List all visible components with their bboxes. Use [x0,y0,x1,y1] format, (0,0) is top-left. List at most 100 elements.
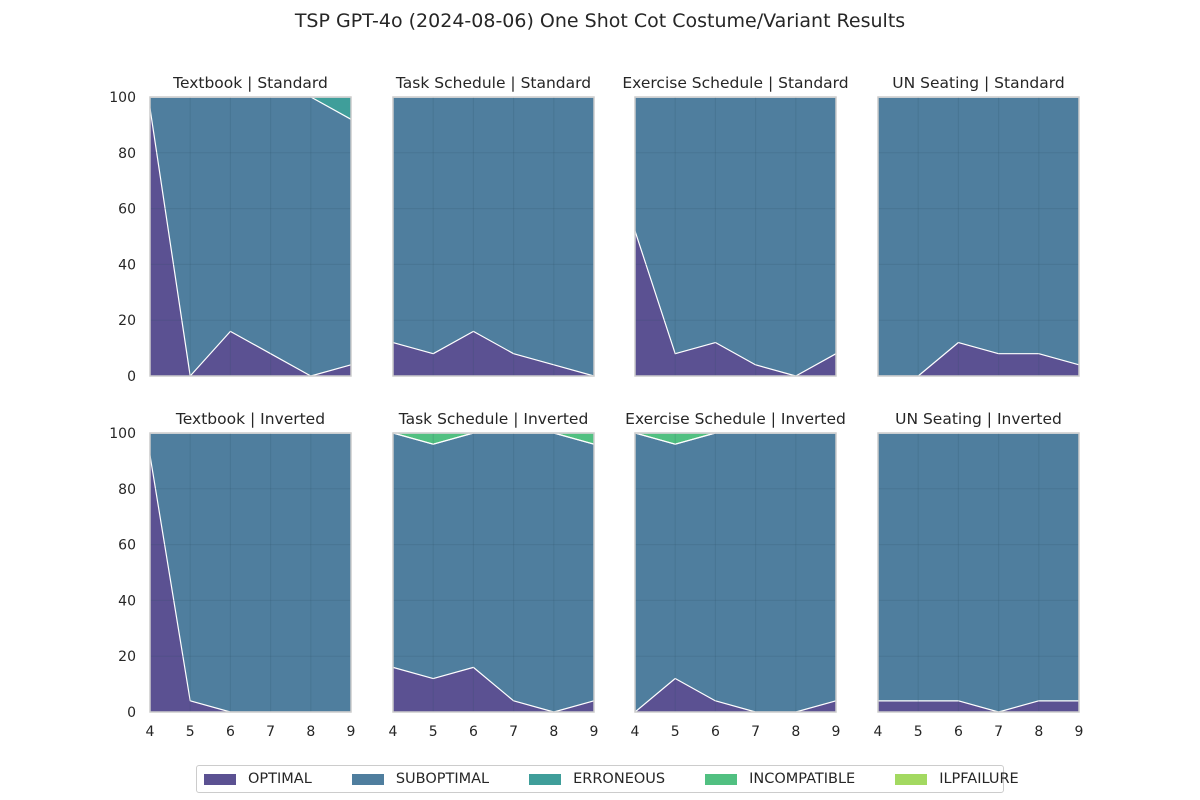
line-optimal [392,330,595,377]
panel-1: Task Schedule | Standard [392,74,595,377]
legend-label: OPTIMAL [248,771,312,787]
area-suboptimal [635,97,836,376]
x-tick-label: 8 [549,724,558,740]
figure-title: TSP GPT-4o (2024-08-06) One Shot Cot Cos… [294,10,906,32]
panel-7: UN Seating | Inverted 4 5 6 7 8 9 [874,410,1084,740]
y-tick-label: 60 [118,538,136,554]
panel-title: Exercise Schedule | Inverted [625,410,846,428]
area-optimal [878,342,1079,376]
panel-4: Textbook | Inverted 0 20 40 60 80 100 4 5 6 7 8 9 [109,410,355,740]
y-tick-label: 80 [118,146,136,162]
x-tick-label: 9 [1075,724,1084,740]
panel-5: Task Schedule | Inverted 4 5 6 7 8 9 [389,410,599,740]
x-tick-label: 7 [266,724,275,740]
panel-2: Exercise Schedule | Standard [622,74,849,377]
plot-frame [392,96,595,377]
x-tick-label: 5 [429,724,438,740]
y-tick-label: 20 [118,313,136,329]
y-tick-label: 0 [127,705,136,721]
area-optimal [150,455,351,712]
x-tick-label: 4 [146,724,155,740]
area-optimal [150,108,351,376]
legend: OPTIMAL SUBOPTIMAL ERRONEOUS INCOMPATIBLE IL… [196,765,1019,793]
line-optimal [634,230,837,377]
panel-title: Exercise Schedule | Standard [622,74,848,92]
y-tick-label: 60 [118,202,136,218]
legend-item-suboptimal: SUBOPTIMAL [351,771,490,787]
plot-frame [877,96,1080,377]
panel-title: Task Schedule | Standard [395,74,591,92]
x-tick-label: 7 [751,724,760,740]
panel-title: UN Seating | Standard [892,74,1064,92]
plot-frame [634,96,837,377]
x-tick-label: 7 [994,724,1003,740]
x-tick-label: 9 [347,724,356,740]
x-tick-label: 4 [631,724,640,740]
x-tick-label: 9 [590,724,599,740]
x-tick-label: 9 [832,724,841,740]
x-tick-label: 8 [1034,724,1043,740]
area-suboptimal [150,433,351,712]
panel-title: Task Schedule | Inverted [398,410,589,428]
panel-0: Textbook | Standard 0 20 40 60 80 100 [109,74,352,385]
plot-frame [149,432,352,713]
x-tick-label: 8 [306,724,315,740]
x-tick-label: 6 [711,724,720,740]
y-tick-label: 20 [118,649,136,665]
legend-item-ilpfailure: ILPFAILURE [895,771,1019,787]
x-tick-label: 4 [874,724,883,740]
plot-frame [877,432,1080,713]
panel-title: UN Seating | Inverted [895,410,1062,428]
panel-6: Exercise Schedule | Inverted 4 5 6 7 8 9 [625,410,846,740]
legend-swatch [529,773,562,785]
y-tick-label: 80 [118,482,136,498]
x-tick-label: 8 [791,724,800,740]
line-optimal [878,700,1079,713]
y-tick-label: 40 [118,593,136,609]
area-suboptimal [393,97,594,376]
line-optimal [634,677,837,713]
plot-frame [392,432,595,713]
y-tick-label: 40 [118,257,136,273]
area-optimal [635,678,836,712]
x-tick-label: 6 [954,724,963,740]
x-tick-label: 7 [509,724,518,740]
y-tick-label: 0 [127,369,136,385]
area-optimal [393,667,594,712]
y-tick-label: 100 [109,426,136,442]
legend-label: ERRONEOUS [573,771,666,787]
x-tick-label: 5 [671,724,680,740]
x-tick-label: 6 [469,724,478,740]
legend-swatch [351,773,384,785]
panel-title: Textbook | Inverted [175,410,325,428]
area-optimal [393,331,594,376]
line-optimal [149,108,352,377]
area-suboptimal [393,433,594,712]
area-optimal [635,230,836,376]
area-erroneous [150,97,351,120]
x-tick-label: 5 [914,724,923,740]
legend-item-incompatible: INCOMPATIBLE [705,771,855,787]
area-suboptimal [635,433,836,712]
area-suboptimal [878,97,1079,376]
area-suboptimal [150,97,351,376]
line-optimal [392,666,595,713]
x-tick-label: 6 [226,724,235,740]
legend-item-erroneous: ERRONEOUS [529,771,665,787]
legend-swatch [895,773,928,785]
legend-label: INCOMPATIBLE [749,771,856,787]
x-tick-label: 5 [186,724,195,740]
panel-3: UN Seating | Standard [877,74,1080,377]
plot-frame [634,432,837,713]
legend-label: SUBOPTIMAL [395,771,490,787]
panel-title: Textbook | Standard [172,74,328,92]
legend-item-optimal: OPTIMAL [204,771,312,787]
x-tick-label: 4 [389,724,398,740]
legend-swatch [705,773,738,785]
legend-label: ILPFAILURE [939,771,1019,787]
area-suboptimal [878,433,1079,712]
legend-swatch [204,773,236,785]
plot-frame [149,96,352,377]
y-tick-label: 100 [109,90,136,106]
